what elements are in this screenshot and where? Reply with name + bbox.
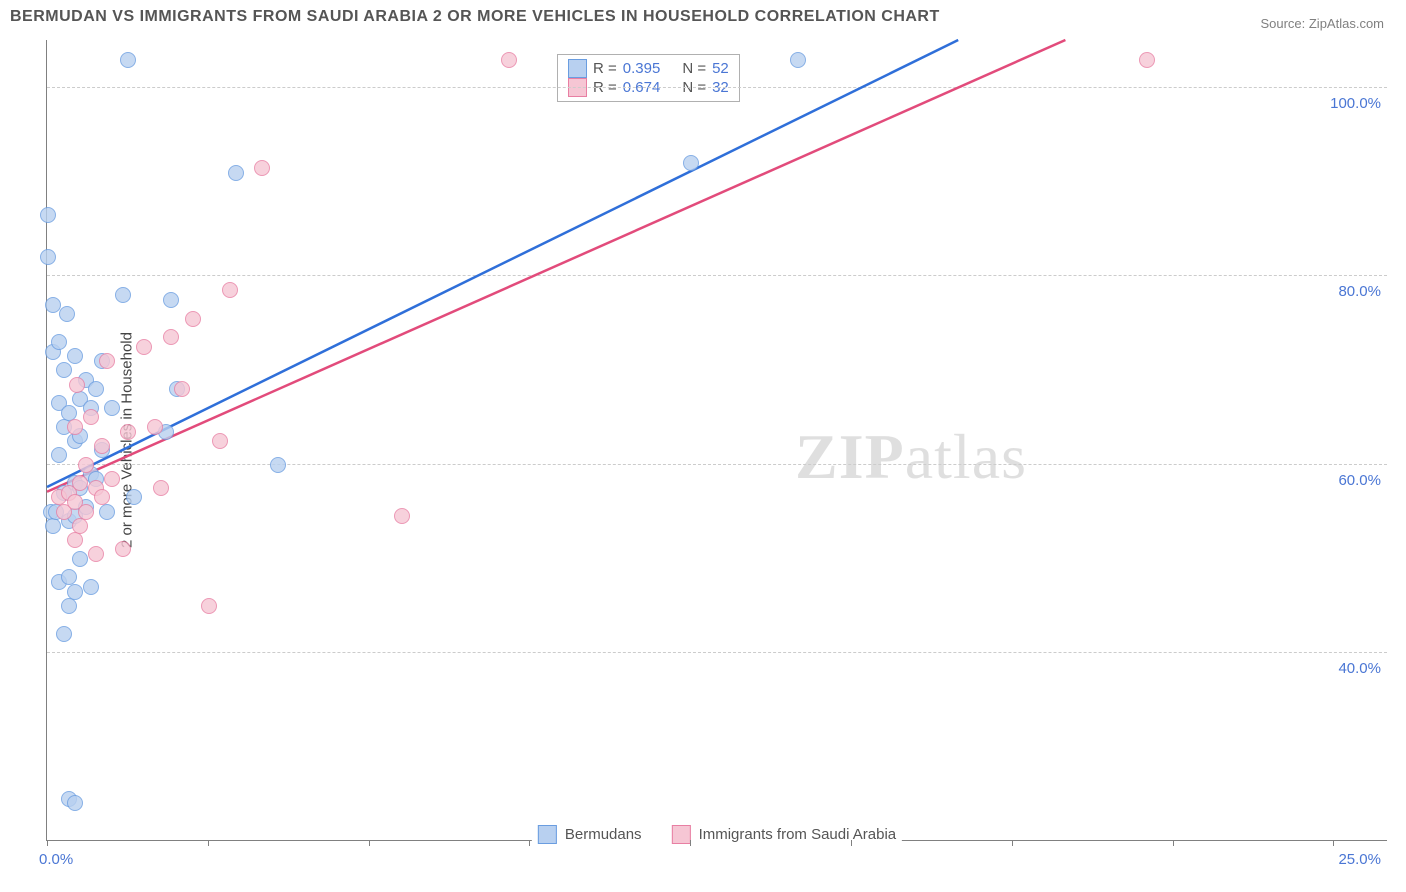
x-tick-label: 0.0% <box>39 851 73 868</box>
data-point <box>501 52 517 68</box>
data-point <box>94 438 110 454</box>
data-point <box>67 532 83 548</box>
scatter-plot: 2 or more Vehicles in Household ZIPatlas… <box>46 40 1387 841</box>
data-point <box>67 419 83 435</box>
x-tick <box>1333 840 1334 846</box>
data-point <box>45 518 61 534</box>
data-point <box>59 306 75 322</box>
x-tick <box>529 840 530 846</box>
source-label: Source: ZipAtlas.com <box>1260 16 1384 31</box>
data-point <box>153 480 169 496</box>
data-point <box>83 579 99 595</box>
data-point <box>67 584 83 600</box>
x-tick-label: 25.0% <box>1338 851 1381 868</box>
regression-line <box>47 40 958 487</box>
x-tick <box>851 840 852 846</box>
data-point <box>40 207 56 223</box>
data-point <box>394 508 410 524</box>
data-point <box>228 165 244 181</box>
data-point <box>1139 52 1155 68</box>
data-point <box>120 424 136 440</box>
data-point <box>51 447 67 463</box>
data-point <box>94 489 110 505</box>
data-point <box>99 504 115 520</box>
data-point <box>72 518 88 534</box>
data-point <box>56 626 72 642</box>
x-tick <box>208 840 209 846</box>
data-point <box>212 433 228 449</box>
x-tick <box>690 840 691 846</box>
data-point <box>147 419 163 435</box>
data-point <box>104 471 120 487</box>
data-point <box>185 311 201 327</box>
data-point <box>72 551 88 567</box>
data-point <box>51 334 67 350</box>
data-point <box>69 377 85 393</box>
regression-layer <box>47 40 1387 840</box>
chart-title: BERMUDAN VS IMMIGRANTS FROM SAUDI ARABIA… <box>10 8 940 25</box>
data-point <box>78 504 94 520</box>
x-tick <box>369 840 370 846</box>
regression-line <box>47 40 1065 492</box>
data-point <box>99 353 115 369</box>
data-point <box>67 348 83 364</box>
data-point <box>270 457 286 473</box>
x-tick <box>1173 840 1174 846</box>
x-tick <box>1012 840 1013 846</box>
data-point <box>201 598 217 614</box>
x-tick <box>47 840 48 846</box>
data-point <box>78 457 94 473</box>
data-point <box>163 292 179 308</box>
